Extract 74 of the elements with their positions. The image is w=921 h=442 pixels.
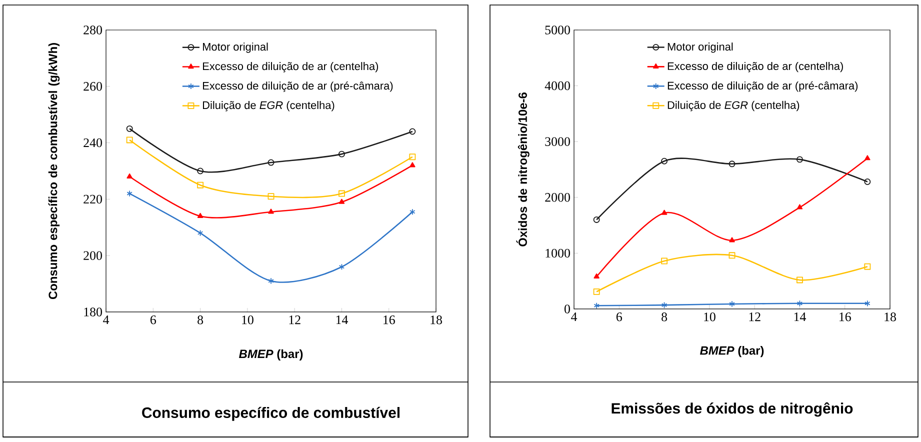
legend-label: Motor original	[668, 42, 733, 53]
point	[864, 155, 870, 160]
point	[661, 158, 668, 164]
point	[409, 154, 416, 160]
y-tick-label: 220	[84, 194, 102, 204]
x-tick-label: 14	[336, 316, 348, 324]
point	[197, 212, 204, 218]
legend-label: Diluição de EGR (centelha)	[203, 101, 334, 112]
legend-label: Motor original	[203, 42, 268, 53]
point	[728, 160, 736, 168]
y-tick-label: 4000	[544, 81, 570, 90]
x-tick-label: 4	[103, 316, 110, 324]
point	[268, 278, 274, 284]
x-axis-title: BMEP (bar)	[238, 349, 303, 360]
point	[796, 300, 803, 307]
x-tick-label: 18	[884, 312, 896, 322]
point	[729, 300, 735, 308]
point	[864, 263, 871, 270]
y-tick-label: 180	[84, 308, 102, 316]
x-tick-label: 10	[704, 312, 716, 322]
point	[338, 198, 345, 204]
point	[268, 159, 274, 166]
point	[126, 173, 132, 178]
point	[661, 210, 668, 215]
x-tick-label: 12	[289, 316, 300, 324]
x-axis-title: BMEP (bar)	[700, 346, 764, 358]
y-tick-label: 280	[84, 26, 102, 34]
point	[197, 182, 204, 188]
point	[661, 302, 668, 308]
point	[796, 204, 803, 210]
point	[796, 156, 803, 163]
x-tick-label: 6	[616, 312, 622, 322]
point	[410, 162, 416, 168]
text: Consumo específico de combustível	[142, 406, 400, 421]
x-tick-label: 16	[384, 316, 395, 324]
legend-label: Excesso de diluição de ar (pré-câmara)	[668, 81, 858, 92]
legend-label: Excesso de diluição de ar (centelha)	[203, 62, 378, 72]
point	[661, 258, 668, 264]
point	[338, 150, 345, 158]
y-tick-label: 260	[84, 82, 102, 91]
point	[197, 230, 204, 236]
legend-label: Excesso de diluição de ar (centelha)	[668, 62, 843, 72]
x-tick-label: 16	[840, 312, 851, 322]
x-tick-label: 14	[794, 312, 806, 322]
point	[338, 264, 345, 270]
point	[268, 208, 274, 214]
x-tick-label: 8	[198, 316, 204, 324]
y-tick-label: 0	[564, 304, 570, 314]
y-tick-label: 1000	[546, 248, 570, 258]
y-tick-label: 3000	[545, 137, 570, 146]
point	[594, 273, 600, 278]
point	[796, 276, 803, 284]
x-tick-label: 10	[242, 316, 254, 324]
y-tick-label: 5000	[545, 26, 570, 34]
point	[593, 288, 600, 295]
x-tick-label: 8	[662, 312, 668, 322]
legend-label: Excesso de diluição de ar (pré-câmara)	[203, 81, 393, 92]
point	[268, 193, 274, 200]
y-tick-label: 240	[84, 138, 102, 148]
y-tick-label: 2000	[545, 193, 570, 202]
y-axis-title: Óxidos de nitrogênio/10e-6	[516, 92, 530, 246]
legend-label: Diluição de EGR (centelha)	[668, 100, 800, 112]
point	[729, 237, 735, 242]
y-tick-label: 200	[84, 251, 102, 260]
point	[197, 168, 204, 174]
x-tick-label: 4	[571, 312, 578, 322]
x-tick-label: 6	[150, 316, 156, 324]
x-tick-label: 18	[430, 316, 442, 324]
x-tick-label: 12	[749, 312, 760, 322]
point	[728, 252, 736, 259]
point	[126, 136, 133, 144]
text: Emissões de óxidos de nitrogênio	[612, 402, 853, 417]
y-axis-title: Consumo específico de combustível (g/kWh)	[48, 43, 60, 300]
point	[338, 190, 345, 197]
